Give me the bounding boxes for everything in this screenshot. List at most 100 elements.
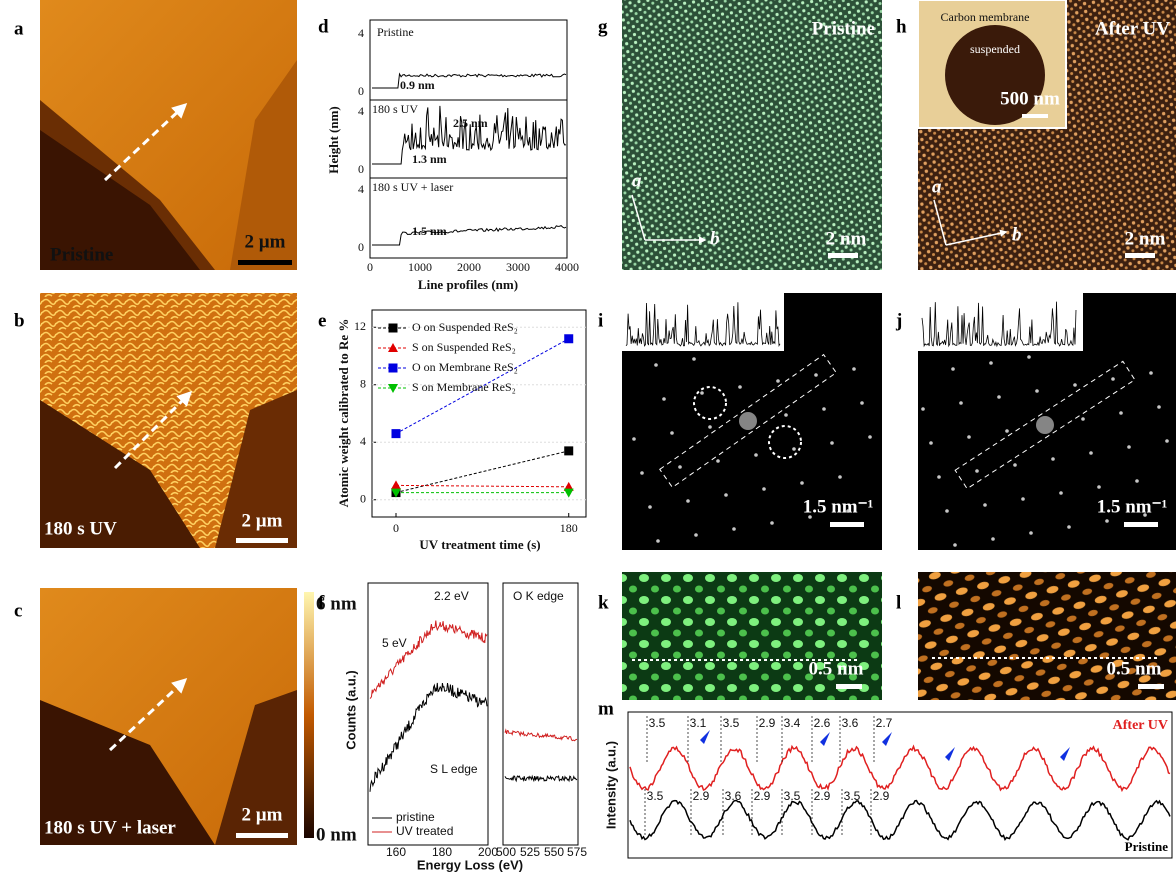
fft-spot xyxy=(724,493,728,497)
scale-label: 500 nm xyxy=(1000,88,1060,109)
plot-frame xyxy=(367,582,489,846)
y-tick-label: 0 xyxy=(358,84,364,98)
spacing-label: 2.7 xyxy=(876,716,893,730)
stem-image xyxy=(918,572,1176,700)
y-tick-label: 8 xyxy=(360,377,366,391)
y-tick-label: 0 xyxy=(360,492,366,506)
panel-j: j 1.5 nm⁻¹ xyxy=(895,293,1176,550)
scale-label: 2 nm xyxy=(826,228,867,249)
panel-label: c xyxy=(14,600,22,621)
y-tick-label: 0 xyxy=(358,240,364,254)
legend-marker xyxy=(388,323,398,333)
fft-spot xyxy=(868,435,872,439)
arrowhead xyxy=(820,732,830,746)
plot-frame xyxy=(502,582,579,846)
fft-spot xyxy=(846,509,850,513)
legend-label: S on Suspended ReS₂ xyxy=(412,340,516,354)
fft-spot xyxy=(1013,463,1017,467)
terrace xyxy=(215,390,297,548)
y-tick-label: 4 xyxy=(358,104,364,118)
panel-label: i xyxy=(598,310,603,331)
legend-marker xyxy=(388,363,398,373)
scale-bar xyxy=(1022,114,1048,118)
x-tick-label: 550 xyxy=(544,845,564,859)
trace-name: Pristine xyxy=(377,25,414,39)
caption: 180 s UV + laser xyxy=(44,817,176,838)
trace-name: 180 s UV xyxy=(372,102,418,116)
fft-spot xyxy=(1005,429,1009,433)
lattice-axes xyxy=(933,199,1006,246)
lattice-axes xyxy=(631,194,705,240)
fft-spot xyxy=(1021,497,1025,501)
inset-profile xyxy=(625,302,781,347)
scale-bar xyxy=(1124,522,1158,527)
fft-spot xyxy=(822,407,826,411)
trace-name: 180 s UV + laser xyxy=(372,180,453,194)
legend-label: pristine xyxy=(396,810,435,824)
y-tick-label: 0 xyxy=(358,162,364,176)
series-label: Pristine xyxy=(1125,839,1169,854)
panel-l: l 0.5 nm xyxy=(896,572,1176,700)
fft-spot xyxy=(670,431,674,435)
marker xyxy=(390,488,401,498)
fft-spot xyxy=(852,367,856,371)
axis-label: b xyxy=(710,228,720,249)
fft-spot xyxy=(784,413,788,417)
fft-spot xyxy=(700,391,704,395)
annotation: 2.2 eV xyxy=(434,589,469,603)
fft-spot xyxy=(975,469,979,473)
series-label: After UV xyxy=(1113,718,1168,733)
fft-spot xyxy=(1157,405,1161,409)
panel-label: e xyxy=(318,310,326,331)
stem-image xyxy=(622,0,882,270)
panel-label: k xyxy=(598,592,609,613)
marker-circle xyxy=(693,386,727,420)
x-tick-label: 575 xyxy=(567,845,587,859)
fft-spot xyxy=(1097,485,1101,489)
fft-spot xyxy=(792,447,796,451)
legend-label: S on Membrane ReS₂ xyxy=(412,380,516,394)
panel-label: a xyxy=(14,18,24,39)
spectrum xyxy=(504,774,578,783)
x-tick-label: 500 xyxy=(496,845,516,859)
step-label: 1.3 nm xyxy=(412,152,447,166)
fft-spot xyxy=(692,357,696,361)
legend-marker xyxy=(388,343,398,352)
panel-b: b 180 s UV 2 µm xyxy=(14,293,297,548)
spacing-label: 3.5 xyxy=(723,716,740,730)
spacing-label: 2.9 xyxy=(759,716,776,730)
fft-spot xyxy=(1029,531,1033,535)
panel-f: f Counts (a.u.) Energy Loss (eV) 2.2 eV … xyxy=(318,582,587,872)
y-axis-label: Counts (a.u.) xyxy=(343,670,358,749)
y-axis-label: Height (nm) xyxy=(326,106,341,174)
hole xyxy=(945,25,1045,125)
marker xyxy=(564,334,574,344)
scale-label: 1.5 nm⁻¹ xyxy=(803,496,874,517)
stem-image xyxy=(622,572,882,700)
profile-arrow xyxy=(108,677,188,752)
fft-spot xyxy=(800,481,804,485)
x-axis-label: UV treatment time (s) xyxy=(419,537,540,552)
profile-trace xyxy=(372,105,567,165)
y-tick-label: 4 xyxy=(360,434,366,448)
scale-label: 2 µm xyxy=(241,510,282,531)
scale-label: 2 µm xyxy=(244,231,285,252)
spacing-label: 2.9 xyxy=(873,789,890,803)
fft-spot xyxy=(1027,355,1031,359)
y-axis-label: Intensity (a.u.) xyxy=(603,741,618,829)
fft-spot xyxy=(1036,416,1054,434)
spacing-label: 3.6 xyxy=(842,716,859,730)
fft-spot xyxy=(1073,383,1077,387)
fft-spot xyxy=(1081,417,1085,421)
fft-spot xyxy=(738,385,742,389)
fft-spot xyxy=(1143,513,1147,517)
series-line xyxy=(395,338,569,435)
fft-spot xyxy=(1059,491,1063,495)
spacing-label: 2.6 xyxy=(814,716,831,730)
fft-spot xyxy=(1067,525,1071,529)
fft-spot xyxy=(814,373,818,377)
caption: After UV xyxy=(1095,18,1170,39)
fft-spot xyxy=(776,379,780,383)
panel-i: i 1.5 nm⁻¹ xyxy=(598,293,882,550)
